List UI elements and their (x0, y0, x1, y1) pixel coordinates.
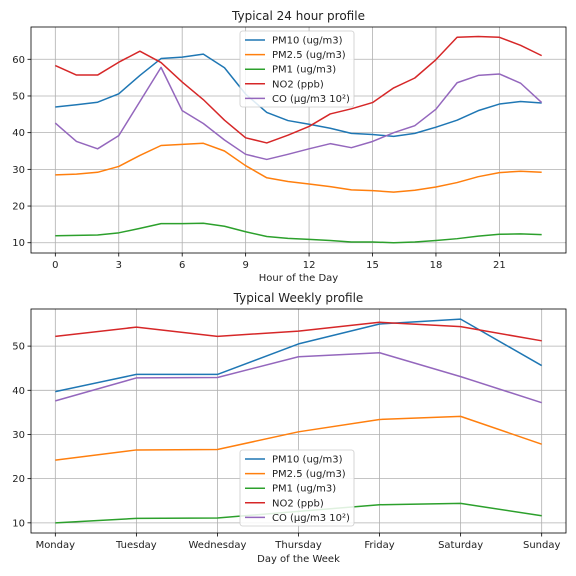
chart-0: 0 3 6 9 12 15 18 21 10 20 30 40 50 60 Typical 24 hour … (12, 9, 567, 284)
x-tick-label: Wednesday (188, 540, 246, 551)
legend-entry: PM2.5 (ug/m3) (272, 50, 346, 61)
y-tick-label: 10 (12, 238, 25, 249)
x-tick-label: Thursday (274, 540, 322, 551)
legend-entry: CO (µg/m3 10²) (272, 94, 350, 105)
chart-1: Monday Tuesday Wednesday Thursday Friday Satu… (12, 291, 567, 565)
x-tick-label: Friday (364, 540, 394, 551)
legend-entry: PM10 (ug/m3) (272, 36, 343, 47)
y-tick-label: 20 (12, 202, 25, 213)
x-axis-label: Hour of the Day (259, 273, 339, 284)
chart-title: Typical Weekly profile (233, 291, 364, 305)
series-line-0 (55, 318, 543, 393)
y-tick-label: 60 (12, 55, 25, 66)
y-tick-label: 50 (12, 91, 25, 102)
y-tick-label: 10 (12, 518, 25, 529)
plot-frame (30, 26, 567, 254)
x-axis-label: Day of the Week (257, 554, 340, 565)
x-tick-label: Tuesday (115, 540, 157, 551)
y-tick-label: 30 (12, 165, 25, 176)
series-line-3 (55, 321, 542, 342)
legend-entry: NO2 (ppb) (272, 79, 324, 90)
y-tick-label: 20 (12, 474, 25, 485)
x-tick-label: Monday (36, 540, 76, 551)
x-tick-label: Saturday (438, 540, 483, 551)
legend-entry: PM10 (ug/m3) (272, 455, 343, 466)
series-line-4 (55, 351, 542, 404)
legend: PM10 (ug/m3) PM2.5 (ug/m3) PM1 (ug/m3) NO2 … (239, 449, 355, 527)
y-tick-label: 40 (12, 128, 25, 139)
legend-entry: PM1 (ug/m3) (272, 484, 336, 495)
x-tick-label: Sunday (523, 540, 560, 551)
y-tick-label: 30 (12, 430, 25, 441)
x-tick-label: 0 (52, 260, 58, 271)
legend-entry: CO (µg/m3 10²) (272, 513, 350, 524)
series-line-4 (54, 66, 543, 161)
series-line-2 (55, 222, 542, 244)
x-tick-label: 18 (430, 260, 443, 271)
x-tick-label: 12 (303, 260, 316, 271)
chart-title: Typical 24 hour profile (231, 9, 365, 23)
y-tick-label: 50 (12, 342, 25, 353)
legend-entry: PM2.5 (ug/m3) (272, 469, 346, 480)
series-line-1 (55, 415, 542, 461)
legend-entry: NO2 (ppb) (272, 498, 324, 509)
legend-frame (239, 30, 355, 108)
legend: PM10 (ug/m3) PM2.5 (ug/m3) PM1 (ug/m3) NO2 … (239, 30, 355, 108)
series-line-0 (55, 53, 542, 138)
legend-frame (239, 449, 355, 527)
x-tick-label: 15 (366, 260, 379, 271)
x-tick-label: 9 (242, 260, 248, 271)
x-tick-label: 21 (493, 260, 506, 271)
series-line-1 (55, 142, 542, 193)
legend-entry: PM1 (ug/m3) (272, 65, 336, 76)
x-tick-label: 6 (179, 260, 185, 271)
series-line-3 (55, 35, 543, 144)
y-tick-label: 40 (12, 386, 25, 397)
x-tick-label: 3 (116, 260, 122, 271)
